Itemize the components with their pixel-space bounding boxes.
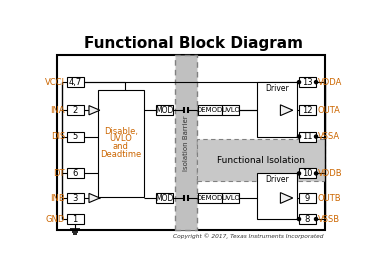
Text: 9: 9 bbox=[305, 193, 310, 202]
Text: OUTA: OUTA bbox=[317, 106, 340, 115]
Text: 11: 11 bbox=[302, 132, 313, 141]
Polygon shape bbox=[89, 106, 100, 115]
Text: 6: 6 bbox=[72, 169, 78, 178]
Text: 3: 3 bbox=[72, 193, 78, 202]
Polygon shape bbox=[280, 193, 293, 203]
Circle shape bbox=[297, 81, 300, 84]
Text: OUTB: OUTB bbox=[317, 193, 341, 202]
Circle shape bbox=[314, 135, 317, 138]
Bar bbox=[156, 193, 173, 203]
Text: Functional Block Diagram: Functional Block Diagram bbox=[84, 36, 303, 51]
Text: 10: 10 bbox=[302, 169, 313, 178]
Bar bbox=[66, 105, 84, 115]
Bar bbox=[66, 131, 84, 142]
Text: 4,7: 4,7 bbox=[68, 78, 82, 87]
Text: DIS: DIS bbox=[51, 132, 65, 141]
Text: VCCI: VCCI bbox=[45, 78, 65, 87]
Text: Driver: Driver bbox=[265, 175, 289, 184]
Circle shape bbox=[314, 81, 317, 84]
Text: Copyright © 2017, Texas Instruments Incorporated: Copyright © 2017, Texas Instruments Inco… bbox=[173, 234, 324, 239]
Polygon shape bbox=[280, 105, 293, 116]
Text: GND: GND bbox=[46, 215, 65, 224]
Bar bbox=[198, 105, 222, 115]
Bar bbox=[299, 168, 316, 178]
Bar bbox=[198, 193, 222, 203]
Text: VSSA: VSSA bbox=[317, 132, 340, 141]
Bar bbox=[66, 214, 84, 224]
Text: Isolation Barrier: Isolation Barrier bbox=[183, 115, 189, 170]
Text: INA: INA bbox=[50, 106, 65, 115]
Polygon shape bbox=[89, 193, 100, 203]
Circle shape bbox=[314, 172, 317, 175]
Circle shape bbox=[314, 217, 317, 221]
Bar bbox=[197, 139, 325, 181]
Bar bbox=[257, 173, 297, 219]
Text: UVLO: UVLO bbox=[221, 107, 240, 113]
Bar bbox=[98, 90, 144, 197]
Bar bbox=[299, 131, 316, 142]
Text: 5: 5 bbox=[72, 132, 78, 141]
Text: 2: 2 bbox=[72, 106, 78, 115]
Text: 8: 8 bbox=[305, 215, 310, 224]
Circle shape bbox=[297, 135, 300, 138]
Bar bbox=[175, 55, 197, 230]
Text: VDDA: VDDA bbox=[317, 78, 342, 87]
Text: VSSB: VSSB bbox=[317, 215, 340, 224]
Bar bbox=[299, 214, 316, 224]
Text: DT: DT bbox=[54, 169, 65, 178]
Text: 13: 13 bbox=[302, 78, 313, 87]
Text: INB: INB bbox=[50, 193, 65, 202]
Text: MOD: MOD bbox=[155, 106, 173, 115]
Text: MOD: MOD bbox=[155, 193, 173, 202]
Bar bbox=[299, 105, 316, 115]
Bar bbox=[299, 77, 316, 87]
Bar bbox=[57, 55, 325, 230]
Bar bbox=[222, 193, 239, 203]
Circle shape bbox=[297, 217, 300, 221]
Bar bbox=[66, 168, 84, 178]
Text: 12: 12 bbox=[302, 106, 313, 115]
Bar bbox=[299, 193, 316, 203]
Text: UVLO: UVLO bbox=[109, 134, 132, 143]
Text: UVLO: UVLO bbox=[221, 195, 240, 201]
Text: Functional Isolation: Functional Isolation bbox=[217, 156, 305, 165]
Text: Driver: Driver bbox=[265, 84, 289, 93]
Bar bbox=[66, 193, 84, 203]
Circle shape bbox=[297, 172, 300, 175]
Bar bbox=[156, 105, 173, 115]
Text: DEMOD: DEMOD bbox=[197, 195, 223, 201]
Text: and: and bbox=[113, 142, 129, 151]
Text: 1: 1 bbox=[72, 215, 78, 224]
Text: Disable,: Disable, bbox=[104, 127, 138, 136]
Bar bbox=[66, 77, 84, 87]
Bar bbox=[257, 82, 297, 136]
Text: VDDB: VDDB bbox=[317, 169, 342, 178]
Text: DEMOD: DEMOD bbox=[197, 107, 223, 113]
Text: Deadtime: Deadtime bbox=[100, 150, 141, 159]
Bar bbox=[222, 105, 239, 115]
